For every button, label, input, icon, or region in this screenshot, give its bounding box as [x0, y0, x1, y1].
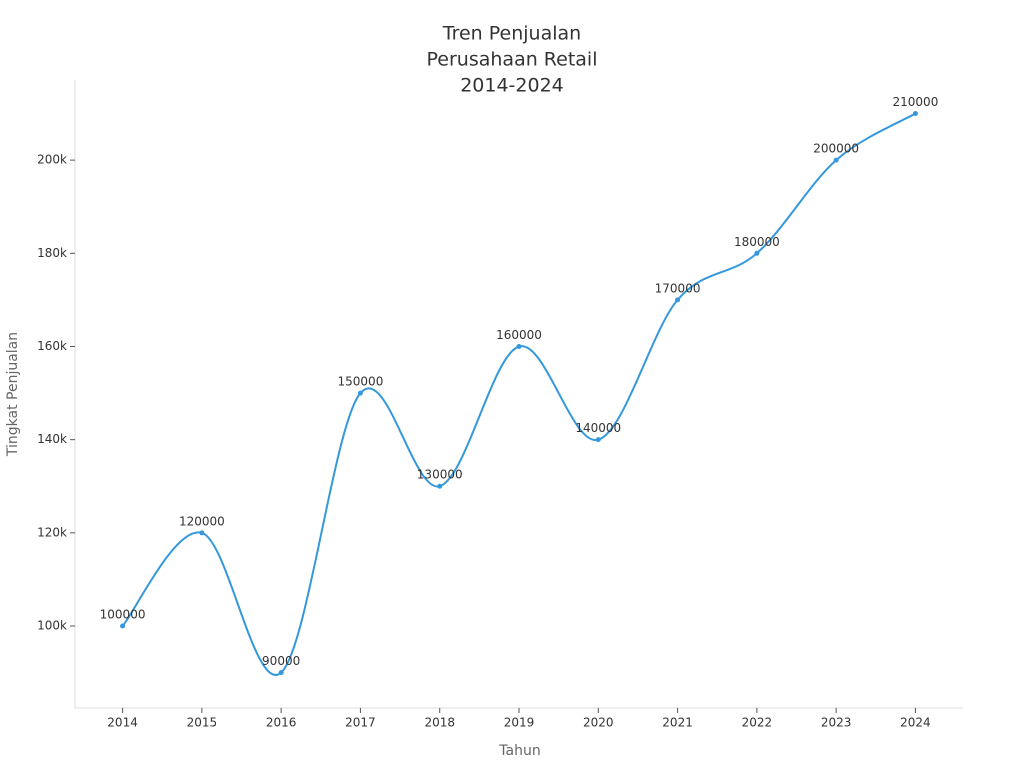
data-label: 150000 — [338, 375, 384, 389]
point — [278, 670, 284, 676]
line — [121, 112, 916, 676]
x-tick-label: 2020 — [583, 716, 614, 730]
point — [754, 250, 760, 256]
y-tick-label: 180k — [37, 246, 67, 260]
point — [357, 390, 363, 396]
data-label: 120000 — [179, 514, 225, 528]
point — [675, 297, 681, 303]
x-tick-label: 2015 — [187, 716, 218, 730]
data-label: 160000 — [496, 328, 542, 342]
chart-title: Tren Penjualan — [442, 23, 581, 45]
x-tick-label: 2016 — [266, 716, 297, 730]
y-tick-label: 100k — [37, 619, 67, 633]
x-tick-label: 2014 — [107, 716, 138, 730]
data-label: 210000 — [893, 95, 939, 109]
data-label: 180000 — [734, 235, 780, 249]
x-axis-title: Tahun — [498, 743, 540, 759]
y-tick-label: 120k — [37, 525, 67, 539]
chart-title: Perusahaan Retail — [427, 49, 598, 71]
data-label: 130000 — [417, 468, 463, 482]
data-label: 100000 — [100, 608, 146, 622]
x-tick-label: 2021 — [662, 716, 693, 730]
point — [120, 623, 126, 629]
x-tick-label: 2022 — [742, 716, 773, 730]
point — [199, 530, 205, 536]
data-label: 140000 — [575, 421, 621, 435]
x-tick-label: 2017 — [345, 716, 376, 730]
point — [437, 483, 443, 489]
data-label: 200000 — [813, 142, 859, 156]
point — [516, 343, 522, 349]
point — [912, 111, 918, 117]
point — [833, 157, 839, 163]
y-tick-label: 160k — [37, 339, 67, 353]
point — [595, 437, 601, 443]
y-tick-label: 200k — [37, 153, 67, 167]
x-tick-label: 2019 — [504, 716, 535, 730]
data-label: 90000 — [262, 654, 300, 668]
chart-title: 2014-2024 — [460, 75, 564, 97]
x-tick-label: 2018 — [424, 716, 455, 730]
x-tick-label: 2024 — [900, 716, 931, 730]
y-axis-title: Tingkat Penjualan — [5, 332, 21, 457]
x-tick-label: 2023 — [821, 716, 852, 730]
data-label: 170000 — [655, 281, 701, 295]
y-tick-label: 140k — [37, 432, 67, 446]
